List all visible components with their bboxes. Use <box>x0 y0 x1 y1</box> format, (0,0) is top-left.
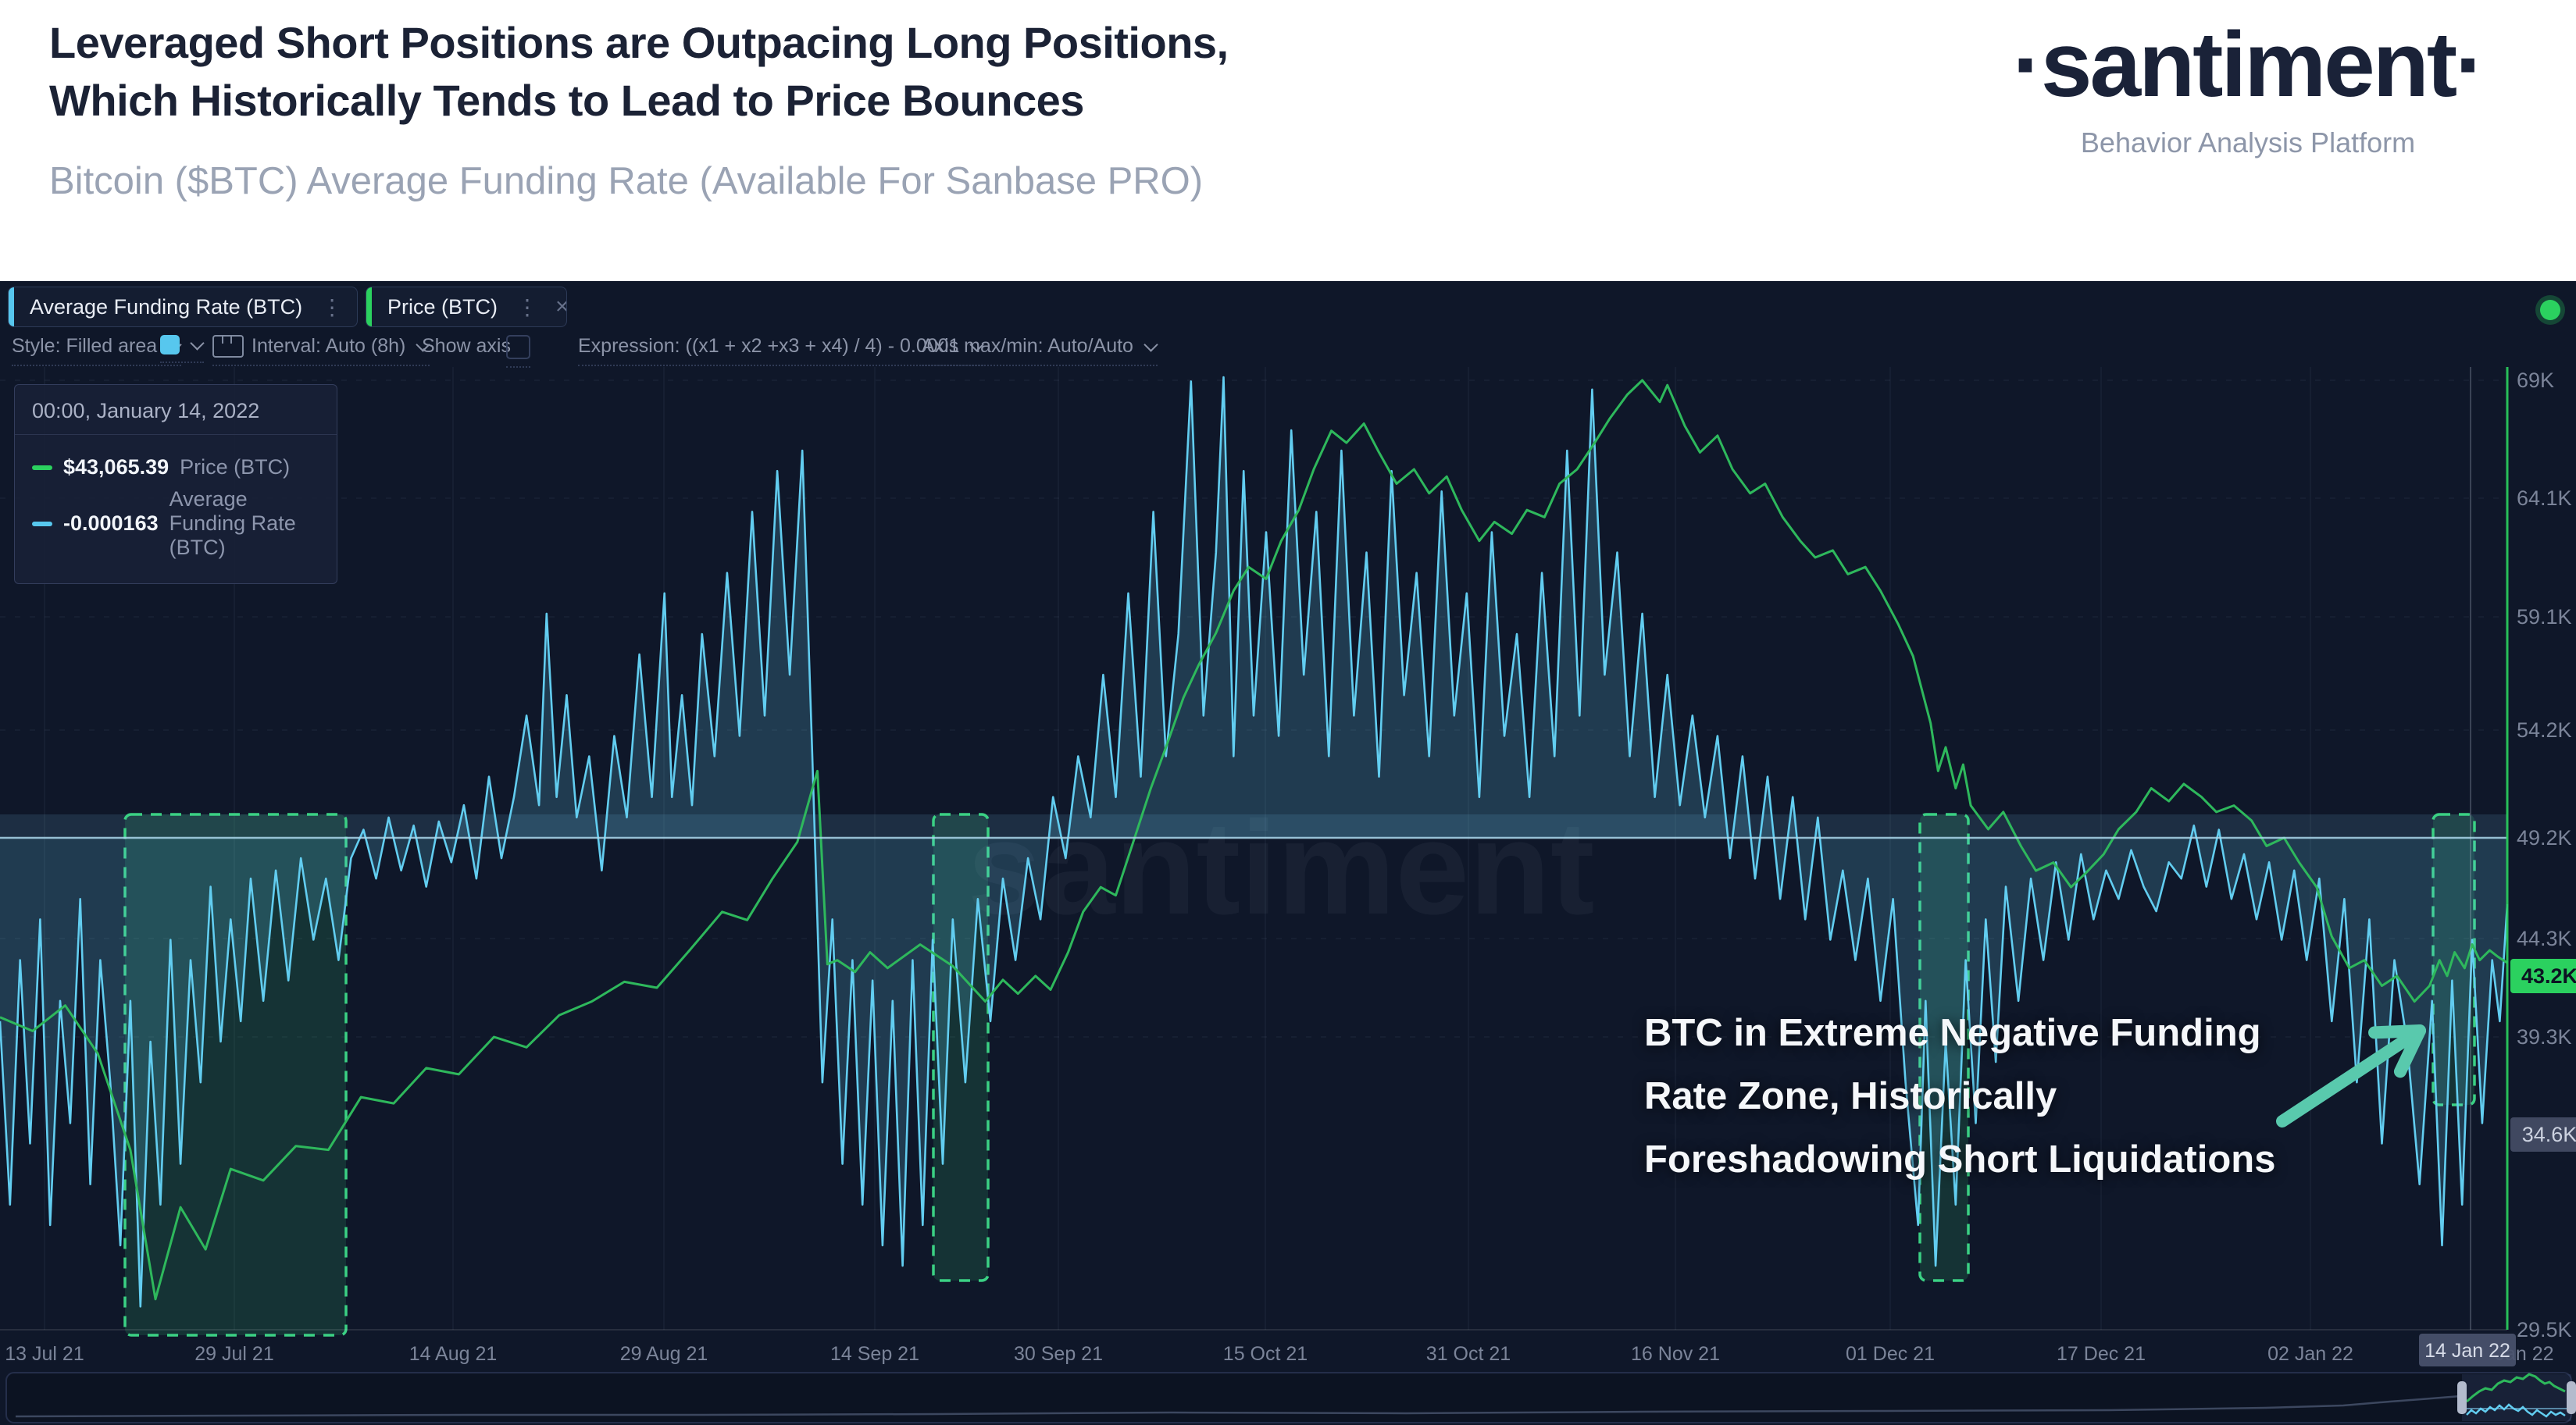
tab-price-btc[interactable]: Price (BTC) ⋮ × <box>366 287 567 327</box>
close-icon[interactable]: × <box>555 294 566 320</box>
last-price-badge-label: 43.2K <box>2521 964 2576 988</box>
x-axis-label: 29 Jul 21 <box>194 1343 273 1365</box>
price-line <box>0 379 2508 1301</box>
x-axis-label: 31 Oct 21 <box>1426 1343 1511 1365</box>
logo-tagline: Behavior Analysis Platform <box>2080 126 2416 159</box>
y-axis-label: 39.3K <box>2517 1025 2572 1049</box>
y-axis-label: 69K <box>2517 369 2554 392</box>
minimap-funding-line <box>2466 1403 2566 1418</box>
x-axis-label: 29 Aug 21 <box>620 1343 708 1365</box>
tooltip-label: Average Funding Rate (BTC) <box>169 487 296 559</box>
negative-funding-zone <box>123 813 348 1337</box>
tab-accent-bar <box>366 287 372 326</box>
tab-label: Price (BTC) <box>387 294 498 319</box>
kebab-menu-icon[interactable]: ⋮ <box>321 294 344 319</box>
tooltip-label: Price (BTC) <box>180 455 291 479</box>
y-axis-label: 59.1K <box>2517 605 2572 629</box>
santiment-logo: ·santiment· Behavior Analysis Platform <box>1975 14 2521 159</box>
x-axis-label: 17 Dec 21 <box>2057 1343 2146 1365</box>
annotation-arrow <box>2276 1024 2426 1128</box>
x-axis-label: 14 Sep 21 <box>830 1343 919 1365</box>
funding-rate-line <box>0 376 2509 1308</box>
santiment-logo-text: ·santiment· <box>2012 13 2486 116</box>
annotation-line: Foreshadowing Short Liquidations <box>1644 1138 2276 1181</box>
color-swatch-dropdown[interactable] <box>160 335 205 363</box>
minimap-history-line <box>15 1395 2461 1418</box>
funding-rate-area <box>0 377 2507 1307</box>
interval-label: Interval: Auto (8h) <box>252 335 406 357</box>
live-status-indicator <box>2540 300 2560 320</box>
x-axis-label: 02 Jan 22 <box>2267 1343 2353 1365</box>
chart-annotation: BTC in Extreme Negative Funding Rate Zon… <box>1644 1002 2425 1192</box>
annotation-arrow-head <box>2393 1024 2426 1078</box>
x-axis-label: 14 Aug 21 <box>409 1343 498 1365</box>
y-crosshair-badge <box>2510 1117 2576 1152</box>
annotation-line: BTC in Extreme Negative Funding <box>1644 1012 2261 1054</box>
santiment-watermark: santiment <box>968 794 1595 942</box>
interval-ruler-icon <box>212 335 244 358</box>
page-title-line1: Leveraged Short Positions are Outpacing … <box>49 18 1229 67</box>
annotation-line: Rate Zone, Historically <box>1644 1075 2057 1117</box>
tab-label: Average Funding Rate (BTC) <box>30 294 303 319</box>
x-crosshair-badge-label: 14 Jan 22 <box>2424 1340 2510 1362</box>
y-crosshair-badge-label: 34.6K <box>2522 1123 2576 1146</box>
interval-dropdown[interactable]: Interval: Auto (8h) <box>212 335 431 366</box>
minimap-left-handle[interactable] <box>2457 1381 2467 1414</box>
page-title-line2: Which Historically Tends to Lead to Pric… <box>49 76 1084 125</box>
y-axis-label: 29.5K <box>2517 1318 2572 1341</box>
y-axis-label: 54.2K <box>2517 718 2572 742</box>
x-axis-label: 16 Nov 21 <box>1631 1343 1720 1365</box>
show-axis-checkbox[interactable] <box>506 335 530 368</box>
series-dash-icon <box>32 521 52 526</box>
axis-maxmin-label: Axis max/min: Auto/Auto <box>922 335 1133 357</box>
y-axis-label: 49.2K <box>2517 826 2572 850</box>
axis-maxmin-dropdown[interactable]: Axis max/min: Auto/Auto <box>922 335 1158 366</box>
tooltip-row-funding-rate: -0.000163 Average Funding Rate (BTC) <box>32 487 319 560</box>
header: Leveraged Short Positions are Outpacing … <box>0 0 2576 281</box>
expression-dropdown[interactable]: Expression: ((x1 + x2 +x3 + x4) / 4) - 0… <box>578 335 985 366</box>
negative-funding-zone <box>932 813 990 1282</box>
minimap-price-line <box>2466 1373 2566 1403</box>
x-crosshair-badge <box>2419 1334 2516 1366</box>
tooltip-timestamp: 00:00, January 14, 2022 <box>15 385 337 435</box>
annotation-arrow-head <box>2368 1024 2426 1039</box>
negative-funding-zone <box>2432 813 2476 1106</box>
style-dropdown[interactable]: Style: Filled area <box>12 335 182 366</box>
page-subtitle: Bitcoin ($BTC) Average Funding Rate (Ava… <box>49 160 1204 202</box>
chart-tooltip: 00:00, January 14, 2022 $43,065.39 Price… <box>14 384 337 584</box>
y-axis-label: 64.1K <box>2517 486 2572 510</box>
funding-zero-band <box>0 814 2507 838</box>
show-axis-label: Show axis <box>422 335 511 357</box>
tooltip-value: $43,065.39 <box>63 455 169 479</box>
expression-label: Expression: ((x1 + x2 +x3 + x4) / 4) - 0… <box>578 335 960 357</box>
y-axis-label: 44.3K <box>2517 927 2572 950</box>
show-axis-control[interactable]: Show axis <box>422 335 511 366</box>
tab-average-funding-rate[interactable]: Average Funding Rate (BTC) ⋮ × <box>8 287 358 327</box>
series-color-swatch[interactable] <box>160 335 180 354</box>
kebab-menu-icon[interactable]: ⋮ <box>516 294 538 319</box>
series-dash-icon <box>32 465 52 470</box>
x-axis-label: 15 Oct 21 <box>1223 1343 1308 1365</box>
minimap-right-handle[interactable] <box>2567 1381 2576 1414</box>
x-axis-label: 01 Dec 21 <box>1846 1343 1935 1365</box>
checkbox-icon[interactable] <box>506 335 530 359</box>
style-label: Style: Filled area <box>12 335 158 357</box>
tooltip-value: -0.000163 <box>63 511 159 535</box>
last-price-badge <box>2510 959 2576 993</box>
x-axis-label: 13 Jul 21 <box>5 1343 84 1365</box>
x-axis-label: 30 Sep 21 <box>1014 1343 1103 1365</box>
tab-accent-bar <box>9 287 14 326</box>
tooltip-row-price: $43,065.39 Price (BTC) <box>32 455 319 479</box>
